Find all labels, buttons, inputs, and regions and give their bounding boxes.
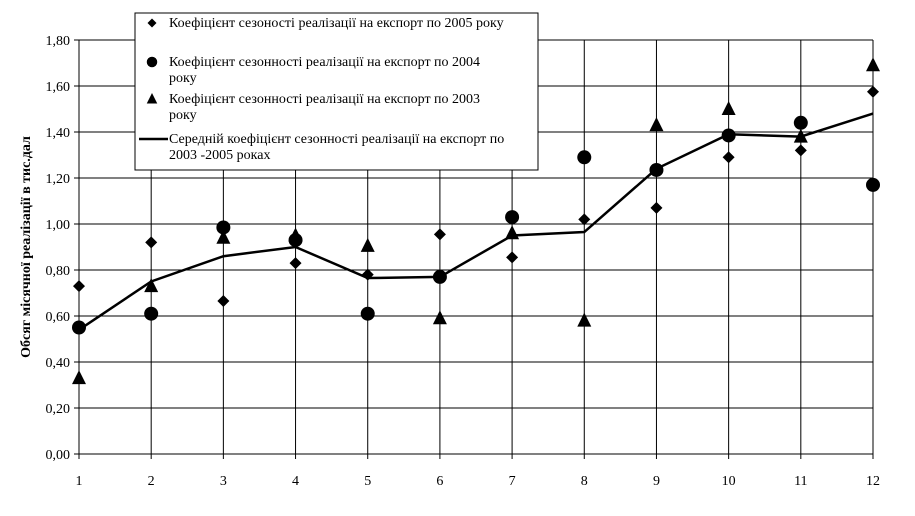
data-point-triangle — [288, 227, 303, 242]
data-point-circle — [721, 128, 736, 143]
x-tick-label: 7 — [509, 474, 516, 489]
legend-entry-label: Середній коефіцієнт сезонності реалізаці… — [169, 132, 504, 163]
data-point-diamond — [289, 257, 302, 270]
x-tick-label: 2 — [148, 474, 155, 489]
legend-triangle-icon — [146, 93, 158, 104]
legend: Коефіцієнт сезоності реалізації на експо… — [134, 12, 539, 171]
legend-label-line: Коефіцієнт сезонності реалізації на експ… — [169, 55, 480, 70]
data-point-circle — [144, 306, 159, 321]
legend-circle-icon — [146, 56, 158, 68]
data-point-diamond — [578, 213, 591, 226]
y-tick-label: 0,80 — [46, 264, 71, 279]
y-tick-label: 0,00 — [46, 448, 71, 463]
data-point-diamond — [361, 268, 374, 281]
legend-entry-label: Коефіцієнт сезонності реалізації на експ… — [169, 92, 480, 123]
data-point-diamond — [73, 280, 85, 293]
x-tick-label: 10 — [722, 474, 736, 489]
legend-label-line: 2003 -2005 роках — [169, 148, 270, 163]
x-tick-label: 1 — [76, 474, 83, 489]
data-point-diamond — [650, 201, 663, 214]
data-point-diamond — [145, 236, 158, 249]
data-point-diamond — [506, 251, 519, 264]
legend-entry-label: Коефіцієнт сезоності реалізації на експо… — [169, 16, 504, 31]
data-point-triangle — [360, 237, 375, 252]
data-point-circle — [216, 220, 231, 235]
x-tick-label: 8 — [581, 474, 588, 489]
legend-label-line: Коефіцієнт сезоності реалізації на експо… — [169, 16, 504, 31]
data-point-circle — [432, 269, 447, 284]
data-point-triangle — [216, 229, 231, 244]
data-point-triangle — [505, 225, 520, 240]
data-point-circle — [866, 177, 880, 192]
legend-entry-label: Коефіцієнт сезонності реалізації на експ… — [169, 55, 480, 86]
legend-label-line: Коефіцієнт сезонності реалізації на експ… — [169, 92, 480, 107]
data-point-triangle — [432, 310, 447, 325]
data-point-diamond — [722, 151, 735, 164]
marks — [72, 57, 880, 385]
data-point-diamond — [433, 228, 446, 241]
series-average-line — [78, 112, 874, 331]
x-tick-label: 11 — [794, 474, 807, 489]
data-point-diamond — [217, 295, 230, 308]
x-tick-label: 6 — [436, 474, 443, 489]
y-tick-label: 1,60 — [46, 80, 71, 95]
data-point-circle — [505, 210, 520, 225]
y-axis-label: Обсяг місячної реалізації в тис.дал — [19, 136, 34, 358]
data-point-triangle — [721, 101, 736, 115]
data-point-triangle — [72, 370, 86, 385]
data-point-circle — [577, 150, 592, 165]
legend-label-line: року — [169, 108, 197, 123]
data-point-diamond — [794, 144, 807, 157]
legend-label-line: Середній коефіцієнт сезонності реалізаці… — [169, 132, 504, 147]
x-tick-label: 5 — [364, 474, 371, 489]
y-tick-label: 0,60 — [46, 310, 71, 325]
data-point-circle — [649, 162, 664, 177]
data-point-circle — [793, 115, 808, 130]
data-point-triangle — [866, 57, 880, 72]
data-point-triangle — [577, 312, 592, 327]
y-tick-label: 1,40 — [46, 126, 71, 141]
legend-diamond-icon — [147, 18, 157, 28]
data-point-circle — [360, 306, 375, 321]
x-tick-label: 12 — [866, 474, 880, 489]
x-tick-label: 9 — [653, 474, 660, 489]
y-tick-label: 0,40 — [46, 356, 71, 371]
axes: 0,00 0,20 0,40 0,60 0,80 1,00 1,20 1,40 1,60 1,80… — [46, 34, 881, 489]
data-point-diamond — [867, 85, 879, 98]
x-tick-label: 3 — [220, 474, 227, 489]
data-point-triangle — [793, 128, 808, 143]
data-point-triangle — [649, 117, 664, 132]
data-point-circle — [72, 320, 86, 335]
y-tick-label: 0,20 — [46, 402, 71, 417]
x-tick-label: 4 — [292, 474, 299, 489]
y-tick-label: 1,20 — [46, 172, 71, 187]
data-point-triangle — [144, 278, 159, 293]
y-tick-label: 1,00 — [46, 218, 71, 233]
y-tick-label: 1,80 — [46, 34, 71, 49]
legend-label-line: року — [169, 71, 197, 86]
